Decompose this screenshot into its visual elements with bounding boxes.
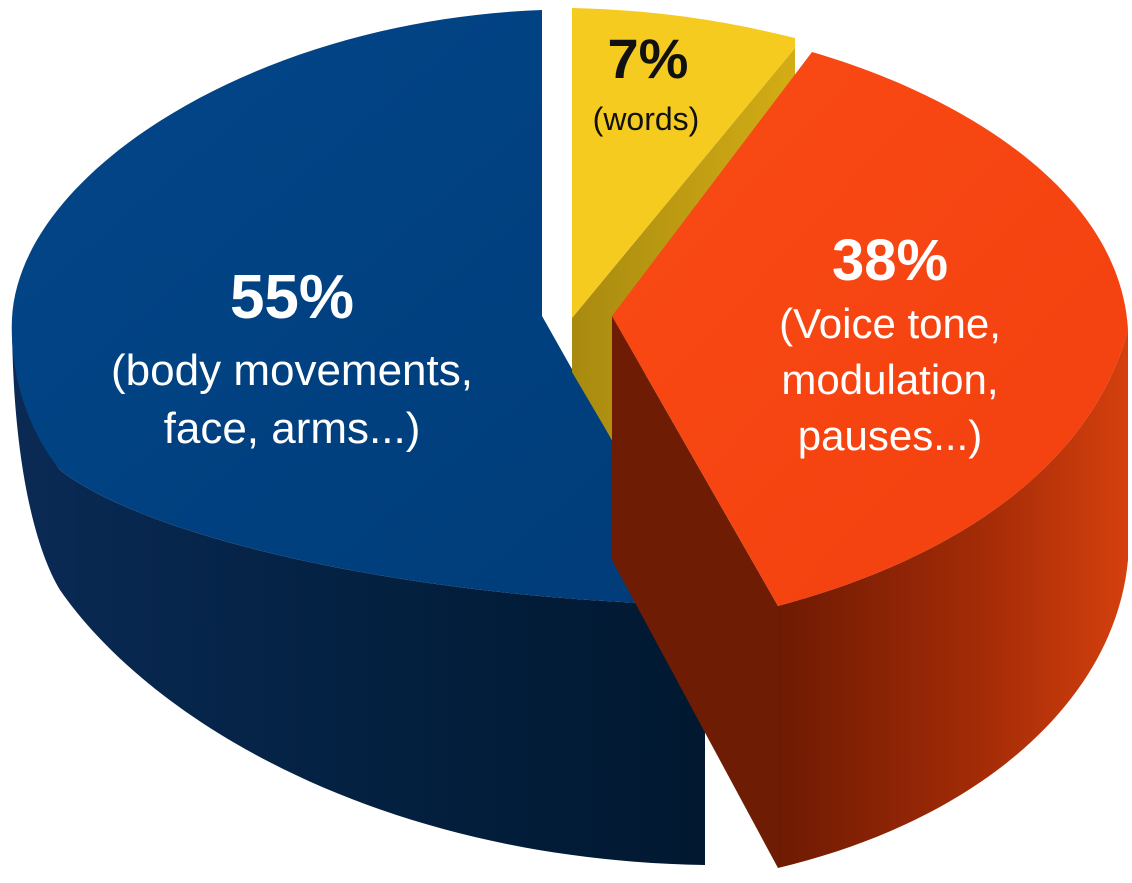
label-voice-desc: (Voice tone, modulation, pauses...) [779,300,1001,459]
slice-voice-top [612,52,1128,606]
label-body-desc: (body movements, face, arms...) [111,346,473,453]
label-words: 7% (words) [593,27,700,137]
label-body-percent: 55% [230,263,354,332]
label-words-percent: 7% [608,27,689,90]
label-voice: 38% (Voice tone, modulation, pauses...) [779,228,1001,459]
label-body-desc-line: face, arms...) [164,404,421,453]
slice-voice-side [778,330,1128,868]
label-body: 55% (body movements, face, arms...) [111,263,473,453]
label-voice-desc-line: pauses...) [798,412,982,459]
slice-body-side [12,318,705,865]
slice-body-top [11,10,706,605]
slice-voice [612,52,1128,868]
slice-words-top [572,8,795,318]
label-words-desc: (words) [593,101,700,137]
label-voice-desc-line: modulation, [781,356,998,403]
label-voice-desc-line: (Voice tone, [779,300,1001,347]
label-body-desc-line: (body movements, [111,346,473,395]
label-voice-percent: 38% [832,228,948,293]
label-words-desc-line: (words) [593,101,700,137]
slice-voice-inner-wall [612,316,778,868]
slice-body [11,10,706,865]
